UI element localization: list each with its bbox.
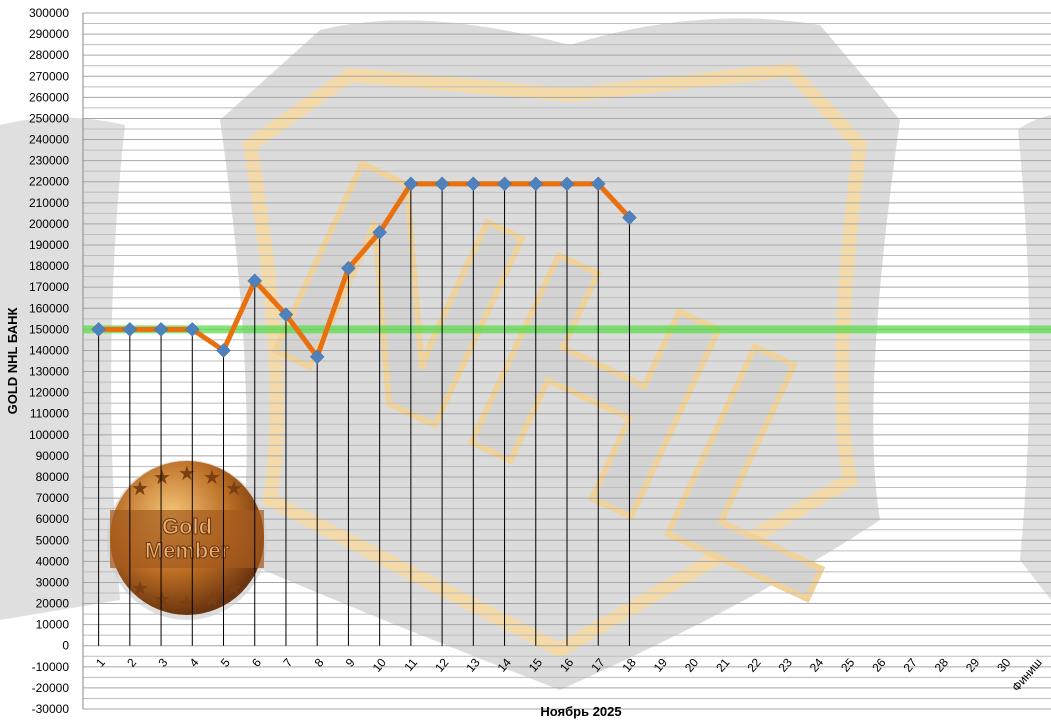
x-tick-label: 20 — [682, 655, 702, 674]
y-tick-label: 60000 — [36, 512, 70, 526]
y-tick-label: -10000 — [32, 660, 70, 674]
x-tick-label: 8 — [312, 655, 327, 669]
star-icon: ★ — [203, 467, 221, 489]
x-tick-label: 29 — [963, 655, 983, 674]
x-tick-label: 19 — [651, 655, 671, 674]
x-tick-label: 30 — [994, 655, 1014, 674]
y-tick-label: 110000 — [30, 407, 69, 421]
x-axis-title: Ноябрь 2025 — [540, 704, 621, 719]
shield-right — [1018, 115, 1051, 600]
data-point — [559, 176, 575, 192]
shield-shape — [220, 18, 900, 691]
y-tick-label: 230000 — [29, 154, 69, 168]
x-tick-label: 26 — [869, 655, 889, 674]
x-tick-label: 24 — [807, 655, 827, 674]
y-axis-title: GOLD NHL БАНК — [5, 308, 20, 415]
y-tick-label: 250000 — [29, 111, 69, 125]
star-icon: ★ — [203, 589, 221, 611]
y-tick-label: 160000 — [29, 301, 69, 315]
data-point — [372, 224, 387, 240]
x-tick-label: 3 — [155, 655, 170, 669]
data-point — [216, 343, 231, 358]
data-point — [247, 273, 263, 289]
x-tick-label: 11 — [401, 655, 420, 674]
data-point — [465, 176, 481, 192]
y-tick-label: 80000 — [36, 470, 70, 484]
x-tick-label: 9 — [343, 655, 358, 669]
x-tick-label: 4 — [187, 655, 202, 669]
y-tick-label: 150000 — [29, 322, 69, 336]
shield-left — [0, 117, 125, 620]
star-icon: ★ — [225, 478, 243, 500]
data-point — [497, 176, 512, 192]
y-tick-label: -20000 — [32, 681, 70, 695]
y-tick-label: 20000 — [36, 597, 70, 611]
x-tick-label: 27 — [901, 655, 921, 674]
y-tick-label: 130000 — [29, 365, 69, 379]
y-tick-label: 0 — [62, 639, 69, 653]
data-point — [309, 349, 325, 365]
y-tick-label: 220000 — [29, 175, 69, 189]
data-point — [590, 176, 606, 192]
star-icon: ★ — [153, 467, 171, 489]
nhl-logo-watermark: NHL — [0, 18, 1051, 691]
y-tick-label: 70000 — [36, 491, 70, 505]
x-tick-label: 1 — [93, 655, 108, 669]
y-tick-label: 170000 — [29, 280, 69, 294]
data-point — [403, 176, 419, 192]
data-point — [153, 322, 169, 337]
x-tick-label: 21 — [713, 655, 733, 674]
data-point — [278, 307, 294, 322]
data-point — [341, 260, 356, 276]
y-tick-label: 30000 — [36, 575, 70, 589]
y-tick-label: 260000 — [29, 90, 69, 104]
y-tick-label: 120000 — [29, 386, 69, 400]
x-tick-label: 25 — [838, 655, 858, 674]
y-tick-label: 10000 — [36, 618, 70, 632]
y-tick-label: 240000 — [29, 133, 69, 147]
x-tick-label: Финиш — [1009, 656, 1045, 695]
y-tick-label: 210000 — [29, 196, 69, 210]
badge-text: Gold — [162, 514, 212, 539]
star-icon: ★ — [225, 578, 243, 600]
data-point — [622, 210, 637, 225]
badge-text: Member — [145, 538, 230, 563]
x-tick-label: 28 — [932, 655, 952, 674]
x-tick-label: 10 — [370, 655, 390, 674]
data-point — [434, 176, 450, 192]
y-tick-label: 270000 — [29, 69, 69, 83]
y-tick-label: 300000 — [29, 6, 69, 20]
data-point — [184, 322, 200, 337]
data-point — [91, 322, 106, 337]
y-tick-label: 50000 — [36, 533, 70, 547]
x-tick-label: 2 — [124, 655, 139, 669]
x-tick-label: 5 — [218, 655, 233, 669]
y-tick-label: -30000 — [32, 702, 70, 716]
star-icon: ★ — [178, 463, 196, 485]
badge-band — [110, 510, 264, 568]
y-tick-label: 140000 — [29, 343, 69, 357]
y-tick-label: 40000 — [36, 554, 70, 568]
y-tick-label: 180000 — [29, 259, 69, 273]
shield-border — [242, 62, 868, 658]
x-tick-label: 12 — [432, 655, 452, 674]
x-tick-label: 7 — [280, 655, 295, 669]
y-tick-label: 280000 — [29, 48, 69, 62]
y-tick-label: 290000 — [29, 27, 69, 41]
x-tick-label: 23 — [776, 655, 796, 674]
star-icon: ★ — [153, 589, 171, 611]
y-tick-label: 100000 — [29, 428, 69, 442]
x-tick-label: 22 — [744, 655, 764, 674]
y-tick-label: 90000 — [36, 449, 70, 463]
data-point — [122, 322, 138, 337]
y-tick-label: 200000 — [29, 217, 69, 231]
x-tick-label: 6 — [249, 655, 264, 669]
star-icon: ★ — [131, 578, 149, 600]
star-icon: ★ — [131, 478, 149, 500]
y-tick-label: 190000 — [29, 238, 69, 252]
star-icon: ★ — [178, 593, 196, 615]
data-point — [528, 176, 544, 192]
